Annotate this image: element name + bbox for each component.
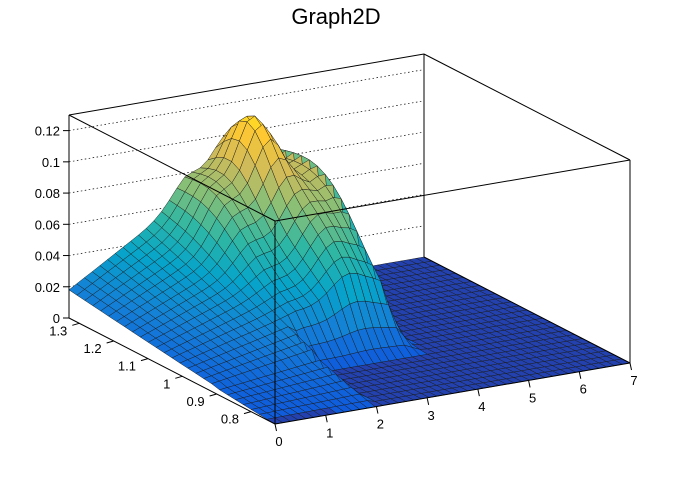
y-tick-label: 1: [163, 376, 170, 391]
x-tick-mark: [528, 380, 531, 388]
x-tick-mark: [426, 397, 430, 405]
frame-edge: [68, 114, 276, 222]
tick-layer: 012345670.80.911.11.21.300.020.040.060.0…: [35, 124, 638, 449]
x-axis-line: [274, 362, 631, 425]
y-tick-label: 0.9: [187, 394, 205, 409]
frame-layer: [68, 53, 631, 425]
x-tick-mark: [477, 389, 480, 397]
x-tick-label: 0: [275, 434, 282, 449]
z-tick-label: 0.12: [35, 124, 60, 139]
z-tick-label: 0.06: [35, 217, 60, 232]
y-axis-line: [68, 317, 276, 425]
x-tick-mark: [274, 423, 277, 432]
frame-edge: [274, 159, 631, 222]
x-tick-label: 4: [478, 399, 485, 414]
z-tick-label: 0.1: [42, 155, 60, 170]
x-tick-mark: [578, 371, 582, 379]
x-tick-label: 3: [428, 408, 435, 423]
z-tick-label: 0: [53, 311, 60, 326]
y-tick-label: 1.3: [49, 323, 67, 338]
x-tick-mark: [325, 415, 328, 423]
z-gridline: [68, 69, 425, 131]
y-tick-mark: [72, 322, 80, 326]
z-tick-label: 0.04: [35, 249, 60, 264]
y-tick-label: 1.1: [118, 359, 136, 374]
surface-layer: [68, 115, 631, 425]
x-tick-label: 1: [326, 425, 333, 440]
y-tick-mark: [106, 340, 114, 344]
x-tick-mark: [629, 362, 632, 371]
frame-edge: [423, 256, 631, 364]
x-tick-label: 7: [630, 373, 637, 388]
y-tick-label: 0.8: [221, 412, 239, 427]
z-tick-label: 0.02: [35, 280, 60, 295]
x-tick-mark: [375, 406, 379, 414]
frame-edge: [423, 53, 631, 161]
x-tick-label: 6: [580, 382, 587, 397]
frame-edge: [68, 53, 425, 116]
y-tick-mark: [175, 375, 183, 379]
chart-title: Graph2D: [291, 4, 380, 29]
x-tick-label: 2: [377, 417, 384, 432]
x-tick-label: 5: [529, 390, 536, 405]
y-tick-mark: [209, 393, 217, 397]
y-tick-label: 1.2: [84, 341, 102, 356]
y-tick-mark: [243, 411, 252, 415]
z-tick-label: 0.08: [35, 186, 60, 201]
y-tick-mark: [140, 358, 149, 362]
